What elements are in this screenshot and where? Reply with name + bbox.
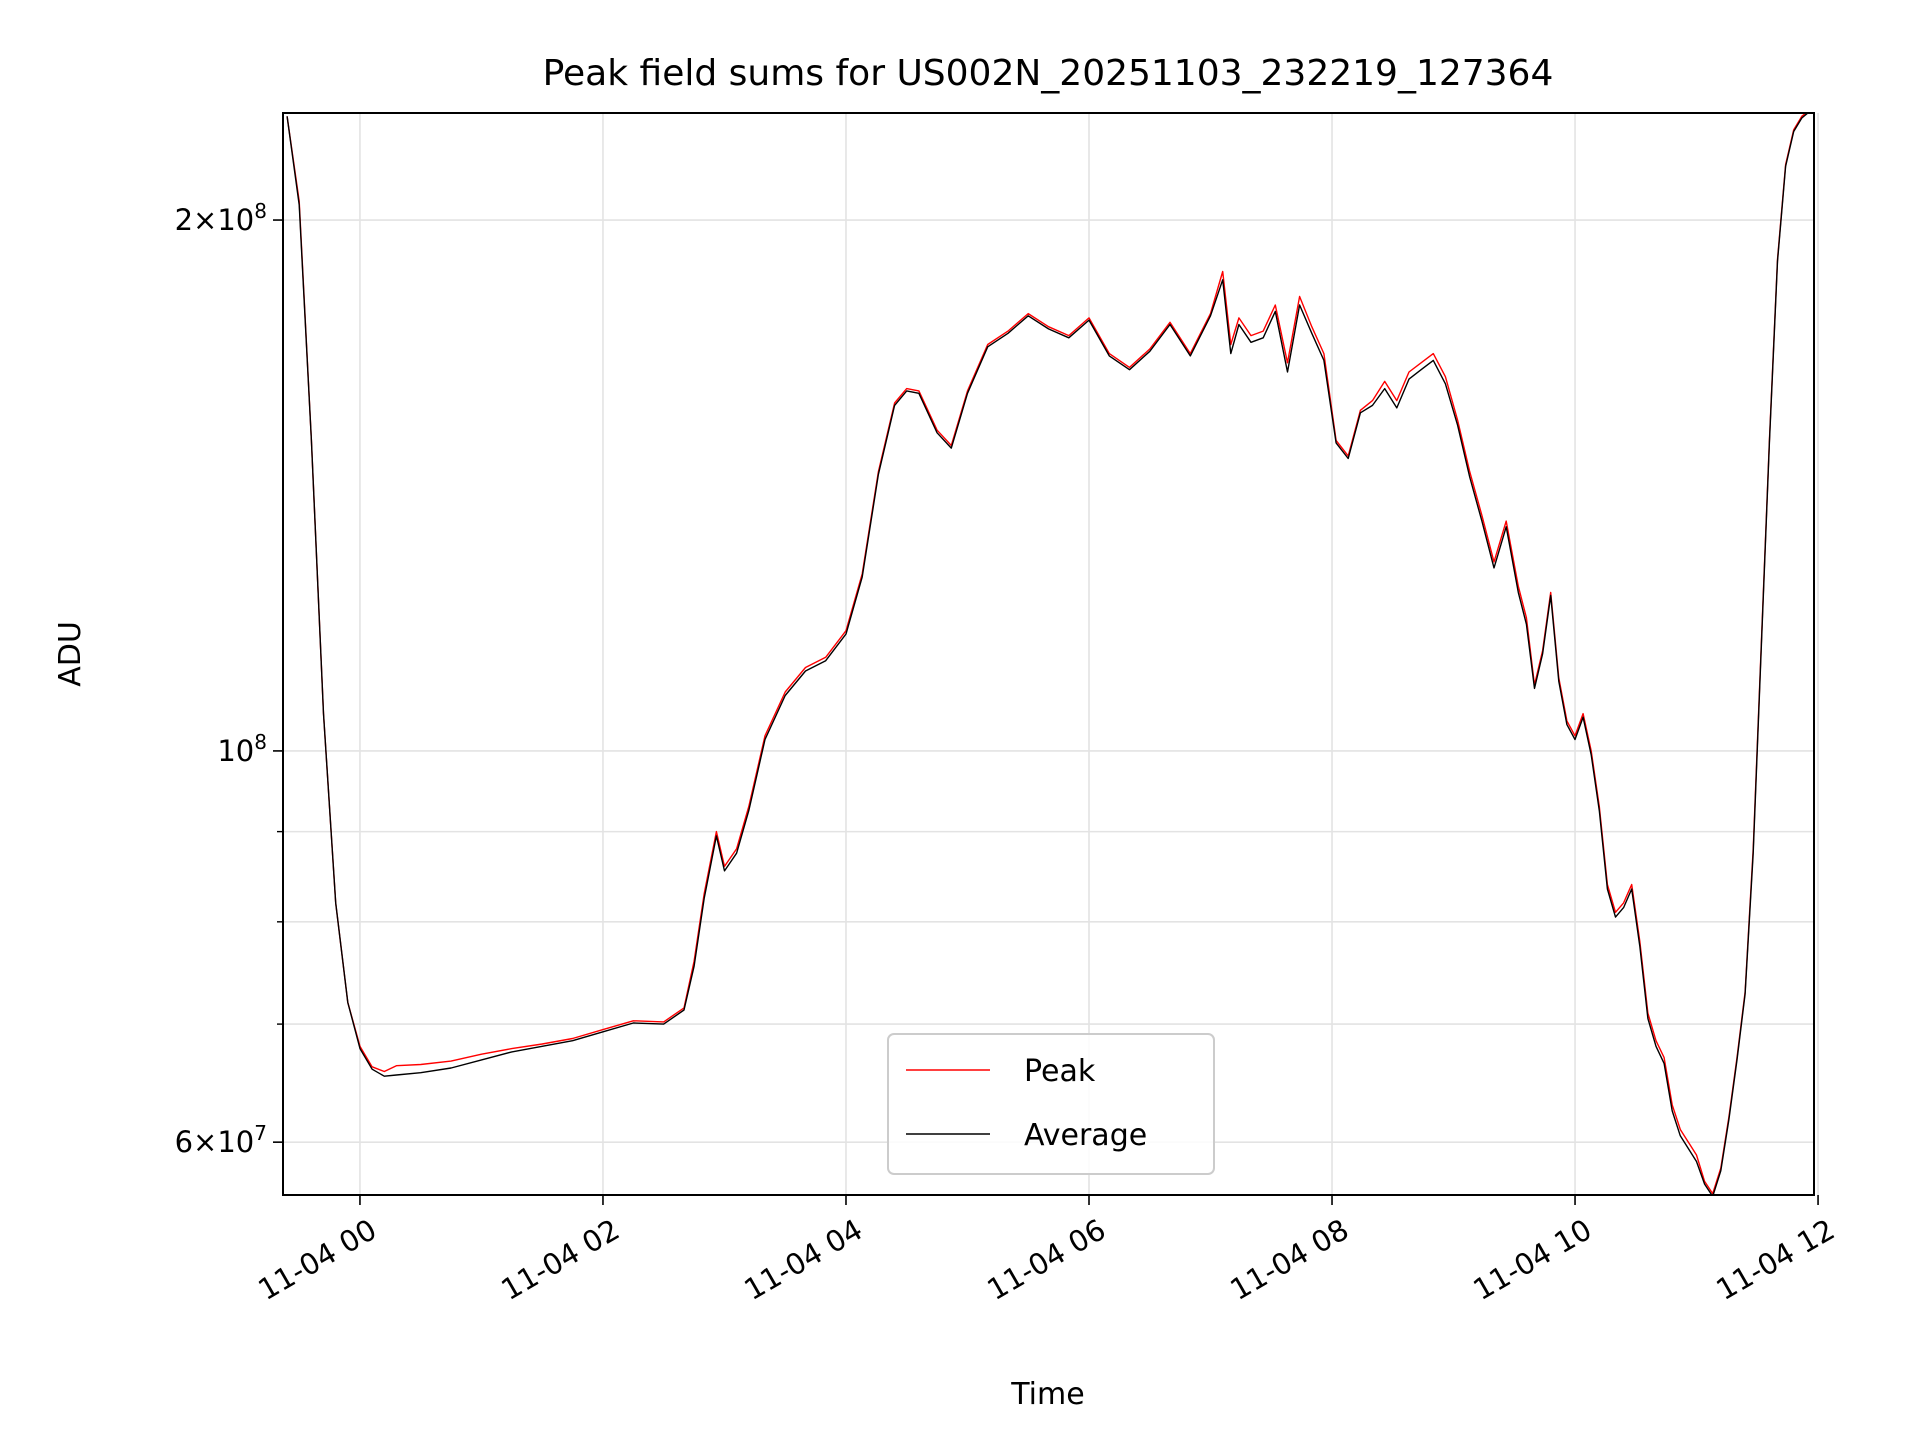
chart-title: Peak field sums for US002N_20251103_2322… xyxy=(543,53,1554,94)
legend: Peak Average xyxy=(887,1033,1215,1175)
legend-box xyxy=(887,1033,1215,1175)
grid xyxy=(283,113,1819,1195)
y-tick-label: 108 xyxy=(217,730,267,768)
y-axis-label: ADU xyxy=(53,621,88,687)
plot-lines xyxy=(286,113,1809,1195)
axes-frame xyxy=(282,112,1815,1196)
x-axis-label: Time xyxy=(1010,1377,1084,1412)
series-line-average xyxy=(286,113,1809,1195)
series-line-peak xyxy=(286,113,1807,1195)
y-tick-label: 6×107 xyxy=(175,1121,267,1159)
y-axis-ticks: 6×107 108 2×108 xyxy=(175,199,283,1159)
legend-label-average: Average xyxy=(1024,1118,1147,1153)
y-tick-label: 2×108 xyxy=(175,199,267,237)
legend-label-peak: Peak xyxy=(1024,1054,1096,1089)
